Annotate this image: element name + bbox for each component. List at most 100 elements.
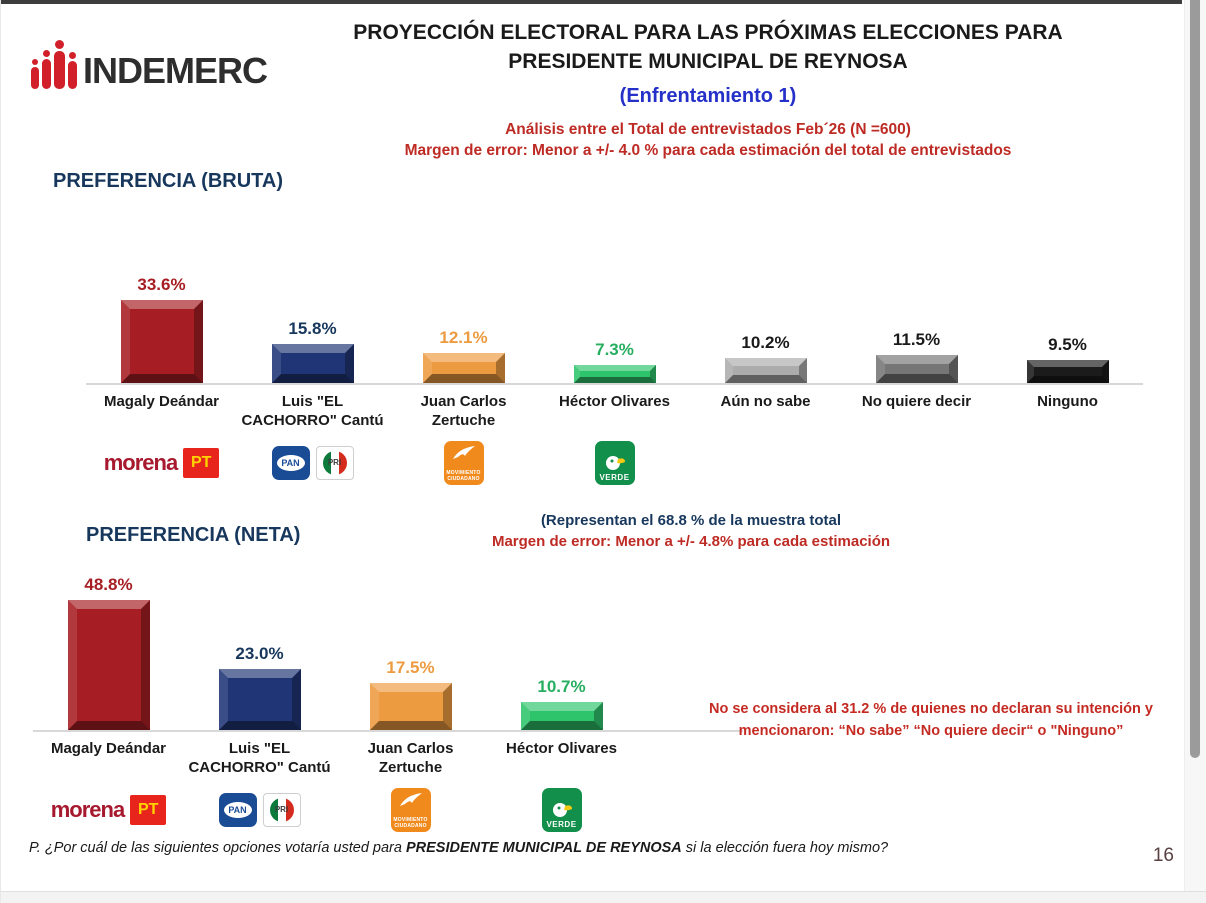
person-icon [42, 50, 51, 89]
bar-value-label: 33.6% [137, 275, 186, 294]
analysis-line: Análisis entre el Total de entrevistados… [505, 120, 911, 138]
bar [67, 600, 150, 730]
bar-value-label: 9.5% [1048, 335, 1087, 354]
party-logo-cell: MOVIMIENTO CIUDADANO [335, 784, 486, 836]
party-logo-cell: MOVIMIENTO CIUDADANO [388, 437, 539, 489]
neta-axis-line [33, 730, 743, 732]
bar [271, 344, 354, 383]
category-label: Juan Carlos Zertuche [420, 393, 507, 429]
pri-tricolor-circle: PRI [322, 450, 347, 475]
category-label: Héctor Olivares [506, 740, 617, 757]
brand-name: INDEMERC [83, 50, 268, 91]
page-title: PROYECCIÓN ELECTORAL PARA LAS PRÓXIMAS E… [211, 18, 1205, 77]
category-label: Ninguno [1037, 393, 1098, 410]
bruta-plot-area: 33.6% 15.8% 12.1% 7.3% 10.2% 11.5% 9.5% [86, 253, 1143, 383]
party-logo-cell [992, 437, 1143, 489]
bar-column: 12.1% [388, 328, 539, 383]
category-label: Magaly Deándar [50, 740, 167, 757]
morena-logo: morena [50, 796, 125, 822]
person-icon [31, 59, 39, 89]
movimiento-ciudadano-logo: MOVIMIENTO CIUDADANO [390, 787, 431, 832]
bar [422, 353, 505, 383]
bar [875, 355, 958, 383]
bar-value-label: 17.5% [386, 658, 435, 677]
verde-label: VERDE [599, 472, 630, 482]
bar-value-label: 15.8% [288, 319, 337, 338]
neta-note-line-1: (Representan el 68.8 % de la muestra tot… [540, 512, 842, 529]
bar-value-label: 48.8% [84, 575, 133, 594]
pt-logo: PT [130, 794, 167, 825]
bar-column: 9.5% [992, 335, 1143, 383]
person-icon [54, 40, 65, 89]
bar-value-label: 11.5% [892, 330, 941, 349]
bar-column: 23.0% [184, 644, 335, 730]
bar-column: 10.2% [690, 333, 841, 383]
chart-preferencia-bruta: 33.6% 15.8% 12.1% 7.3% 10.2% 11.5% 9.5% Magaly… [86, 253, 1143, 489]
bar-value-label: 7.3% [595, 340, 634, 359]
pan-logo: PAN [271, 445, 310, 480]
verde-label: VERDE [546, 819, 577, 829]
section-title-bruta: PREFERENCIA (BRUTA) [53, 170, 283, 192]
mc-label: MOVIMIENTO CIUDADANO [446, 469, 481, 482]
bar [369, 683, 452, 730]
morena-logo: morena [103, 449, 178, 475]
margin-of-error-line: Margen de error: Menor a +/- 4.0 % para … [404, 141, 1012, 159]
bar-value-label: 10.2% [741, 333, 790, 352]
neta-plot-area: 48.8% 23.0% 17.5% 10.7% [33, 568, 637, 730]
pri-logo: PRI [315, 445, 354, 480]
category-label: Aún no sabe [720, 393, 811, 410]
bar-column: 10.7% [486, 677, 637, 730]
bar-value-label: 10.7% [537, 677, 586, 696]
bar-column: 7.3% [539, 340, 690, 383]
section-title-neta: PREFERENCIA (NETA) [86, 524, 301, 546]
exclusion-note: No se considera al 31.2 % de quienes no … [691, 698, 1171, 743]
scrollbar-thumb[interactable] [1190, 0, 1200, 758]
pan-oval: PAN [223, 801, 252, 818]
category-label: Magaly Deándar [103, 393, 220, 410]
eagle-icon [452, 445, 475, 459]
category-label: Héctor Olivares [559, 393, 670, 410]
party-logo-cell: PAN PRI [237, 437, 388, 489]
toucan-icon [552, 802, 572, 817]
bruta-party-logos: morena PT PAN PRI MOVIMIENTO CIUDADANO VERDE [86, 437, 1143, 489]
indemerc-logo: INDEMERC [31, 40, 268, 91]
bar [724, 358, 807, 383]
party-logo-cell: PAN PRI [184, 784, 335, 836]
question-prefix: P. ¿Por cuál de las siguientes opciones … [29, 840, 406, 856]
bar [120, 300, 203, 383]
category-label: Luis "EL CACHORRO" Cantú [241, 393, 384, 429]
neta-note: (Representan el 68.8 % de la muestra tot… [456, 512, 926, 550]
bar-column: 17.5% [335, 658, 486, 730]
mc-label: MOVIMIENTO CIUDADANO [393, 816, 428, 829]
bar [573, 365, 656, 383]
top-border [1, 0, 1182, 4]
title-line-2: PRESIDENTE MUNICIPAL DE REYNOSA [508, 50, 908, 74]
header: PROYECCIÓN ELECTORAL PARA LAS PRÓXIMAS E… [211, 18, 1205, 160]
party-logo-cell [690, 437, 841, 489]
bar-column: 48.8% [33, 575, 184, 730]
pan-logo: PAN [218, 792, 257, 827]
exclusion-note-line-2: mencionaron: “No sabe” “No quiere decir“… [738, 723, 1124, 740]
toucan-icon [605, 455, 625, 470]
title-line-1: PROYECCIÓN ELECTORAL PARA LAS PRÓXIMAS E… [353, 21, 1063, 44]
bar-column: 15.8% [237, 319, 388, 383]
party-logo-cell: VERDE [486, 784, 637, 836]
party-logo-cell: morena PT [86, 437, 237, 489]
eagle-icon [399, 792, 422, 806]
party-logo-cell [841, 437, 992, 489]
bruta-category-labels: Magaly Deándar Luis "EL CACHORRO" Cantú Ju… [86, 393, 1143, 431]
party-logo-cell: VERDE [539, 437, 690, 489]
movimiento-ciudadano-logo: MOVIMIENTO CIUDADANO [443, 440, 484, 485]
scrollbar-track[interactable] [1184, 0, 1206, 903]
category-label: Juan Carlos Zertuche [367, 740, 454, 776]
question-suffix: si la elección fuera hoy mismo? [681, 840, 889, 856]
survey-question: P. ¿Por cuál de las siguientes opciones … [29, 840, 1029, 856]
neta-note-line-2: Margen de error: Menor a +/- 4.8% para c… [491, 533, 891, 550]
page-number: 16 [1152, 845, 1174, 866]
pt-logo: PT [183, 447, 220, 478]
bar [218, 669, 301, 730]
people-bars-icon [31, 40, 77, 89]
question-bold-segment: PRESIDENTE MUNICIPAL DE REYNOSA [405, 840, 682, 856]
bar-value-label: 23.0% [235, 644, 284, 663]
